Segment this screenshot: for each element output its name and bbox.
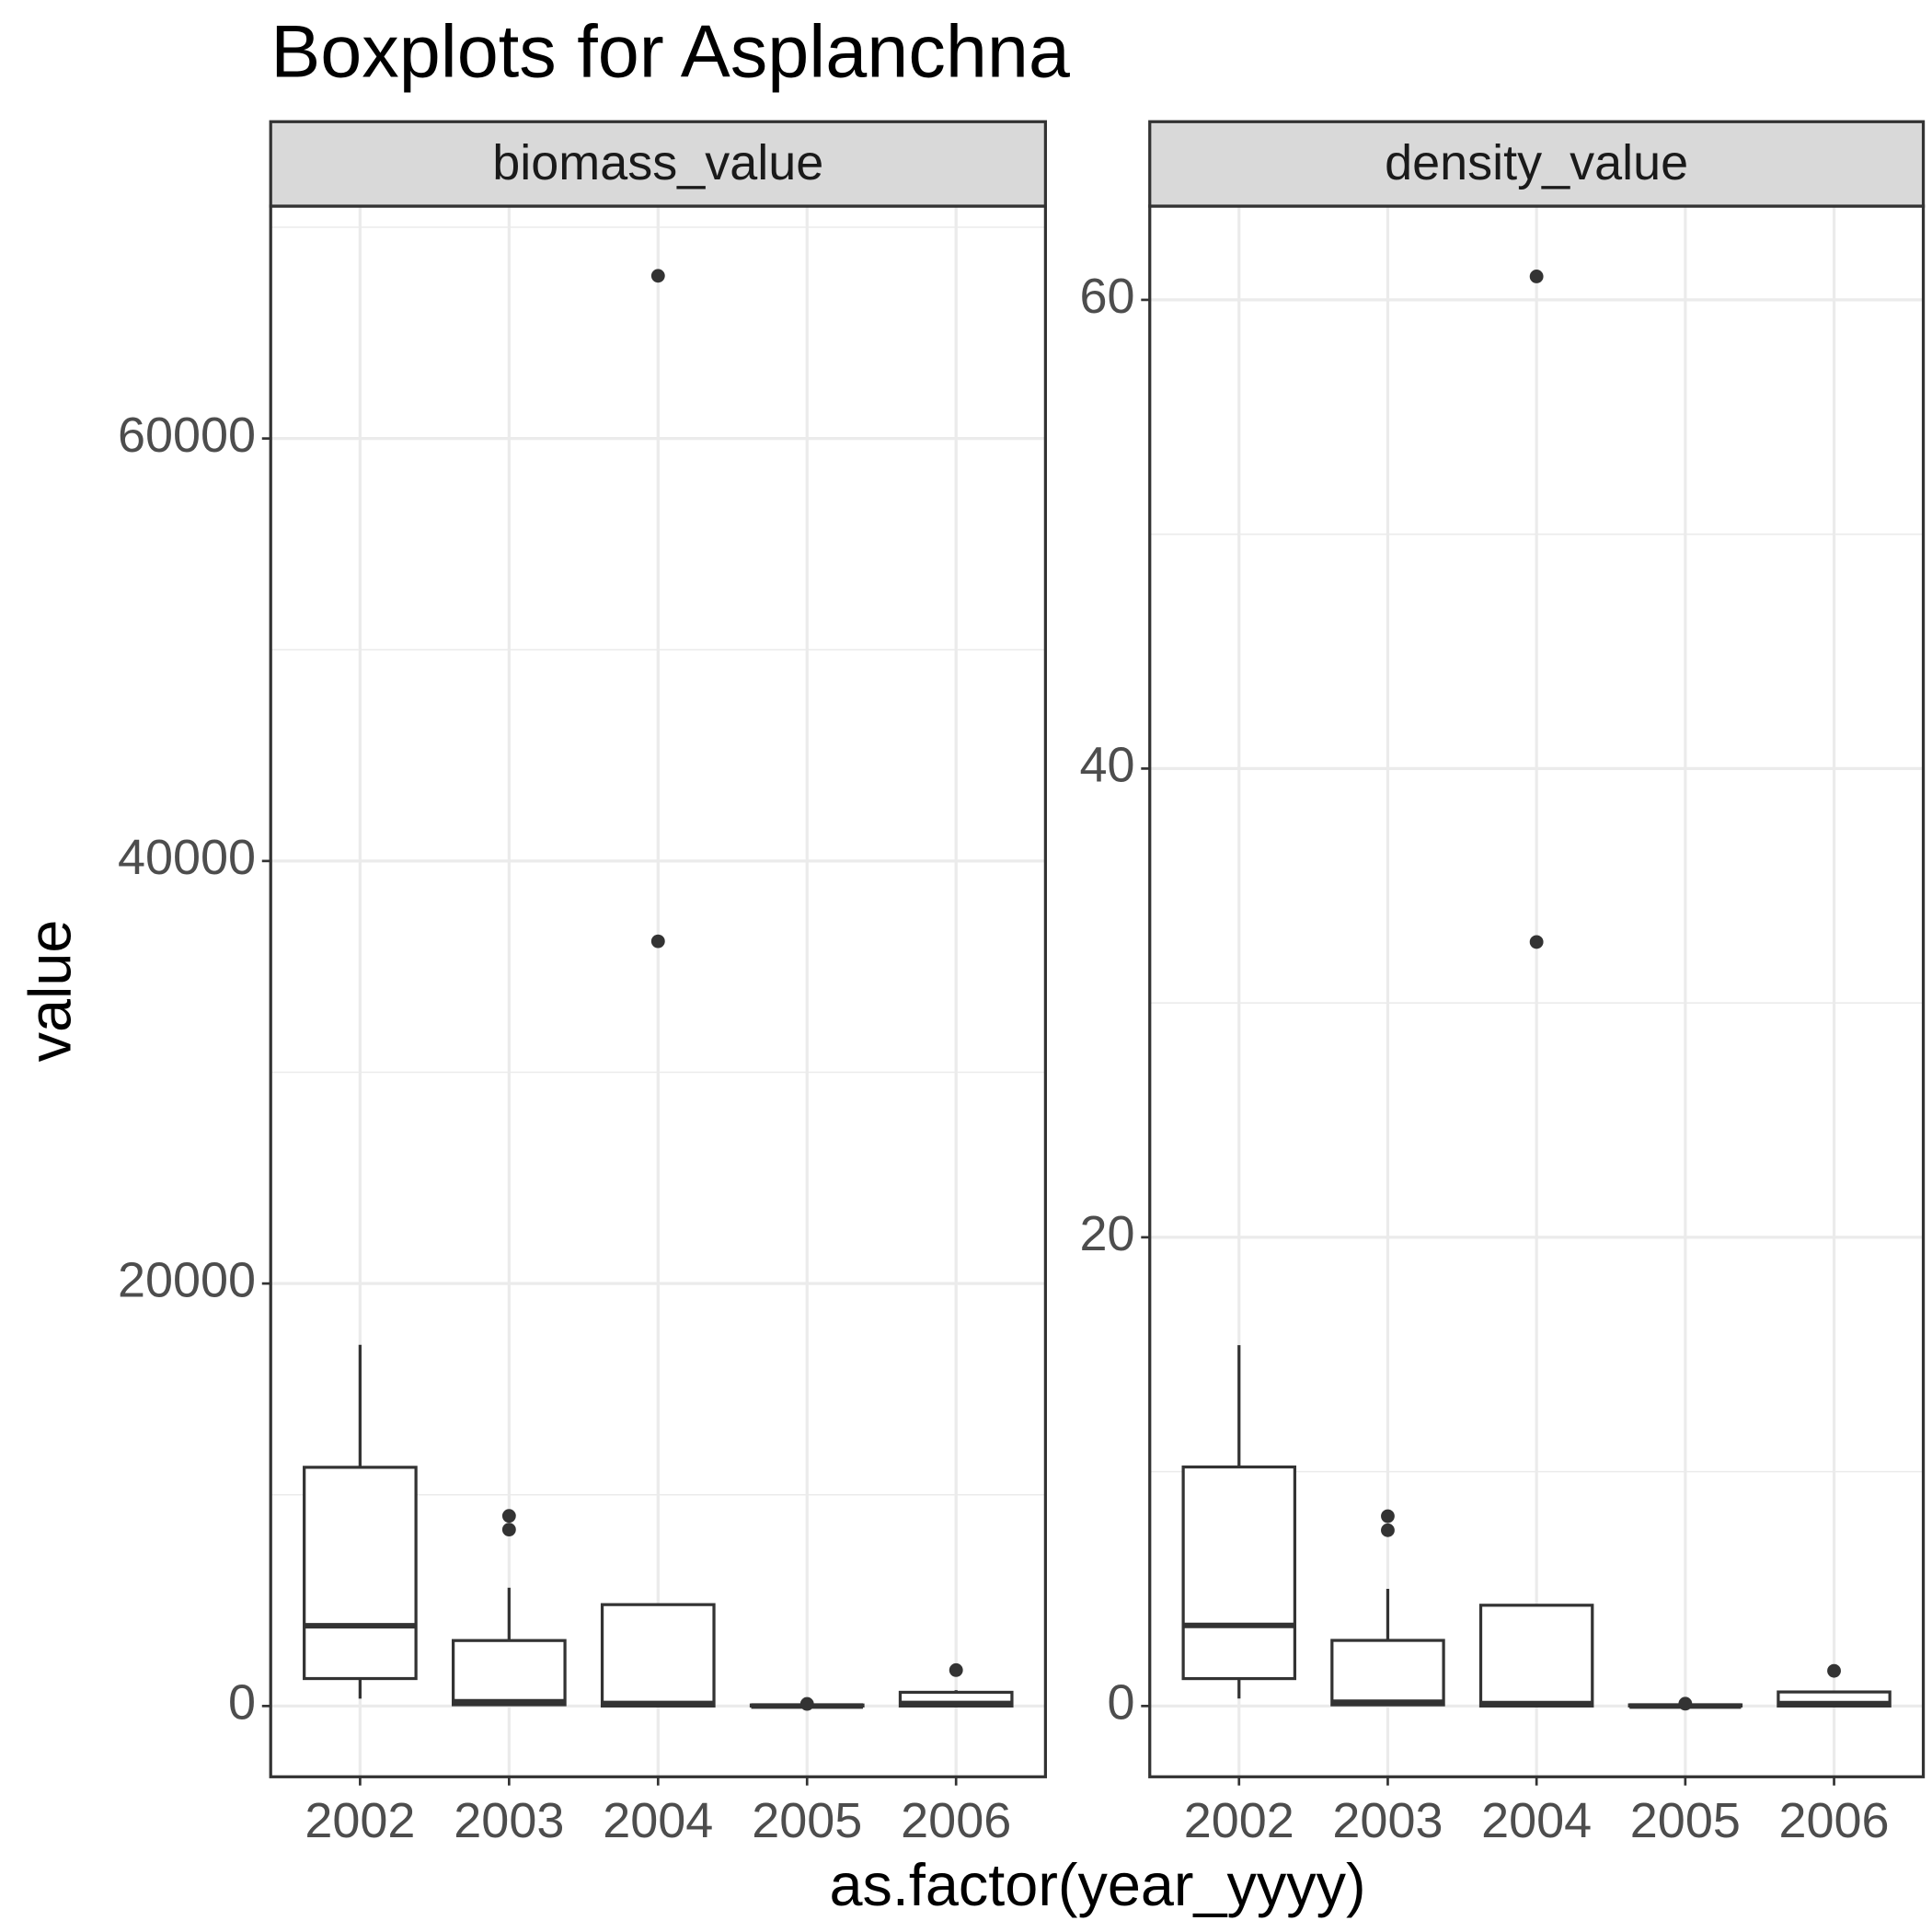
y-tick-label: 60 xyxy=(1080,269,1135,324)
outlier xyxy=(1678,1696,1693,1711)
x-axis-title: as.factor(year_yyyy) xyxy=(830,1851,1366,1918)
x-tick-label: 2003 xyxy=(1332,1793,1443,1848)
outlier xyxy=(1381,1509,1395,1524)
outlier xyxy=(1381,1523,1395,1537)
outlier xyxy=(1827,1663,1841,1678)
strip-label: density_value xyxy=(1385,135,1688,190)
x-tick-label: 2002 xyxy=(1184,1793,1294,1848)
box xyxy=(600,1603,716,1708)
outlier xyxy=(501,1509,516,1524)
x-tick-label: 2005 xyxy=(1630,1793,1741,1848)
y-tick-label: 40000 xyxy=(118,830,256,885)
y-tick-label: 20 xyxy=(1080,1206,1135,1261)
x-tick-label: 2006 xyxy=(1779,1793,1890,1848)
y-tick-label: 40 xyxy=(1080,738,1135,793)
strip-label: biomass_value xyxy=(492,135,823,190)
box xyxy=(303,1466,418,1681)
outlier xyxy=(949,1662,963,1677)
y-tick-label: 0 xyxy=(228,1675,256,1731)
y-axis-title: value xyxy=(16,920,83,1063)
outlier xyxy=(1529,935,1544,949)
box xyxy=(451,1639,567,1707)
outlier xyxy=(650,269,665,283)
outlier xyxy=(501,1523,516,1537)
y-tick-label: 20000 xyxy=(118,1252,256,1307)
y-tick-label: 0 xyxy=(1108,1675,1135,1731)
x-tick-label: 2004 xyxy=(603,1793,713,1848)
box xyxy=(1181,1465,1297,1681)
outlier xyxy=(799,1696,814,1711)
box xyxy=(1330,1639,1445,1707)
x-tick-label: 2002 xyxy=(305,1793,415,1848)
x-tick-label: 2005 xyxy=(752,1793,862,1848)
x-tick-label: 2004 xyxy=(1481,1793,1592,1848)
x-tick-label: 2006 xyxy=(901,1793,1011,1848)
strip xyxy=(269,120,1047,208)
outlier xyxy=(1529,270,1544,283)
outlier xyxy=(650,934,665,949)
y-tick-label: 60000 xyxy=(118,408,256,463)
x-tick-label: 2003 xyxy=(454,1793,564,1848)
chart-title: Boxplots for Asplanchna xyxy=(270,10,1071,93)
strip xyxy=(1148,120,1926,208)
box xyxy=(1478,1604,1594,1708)
